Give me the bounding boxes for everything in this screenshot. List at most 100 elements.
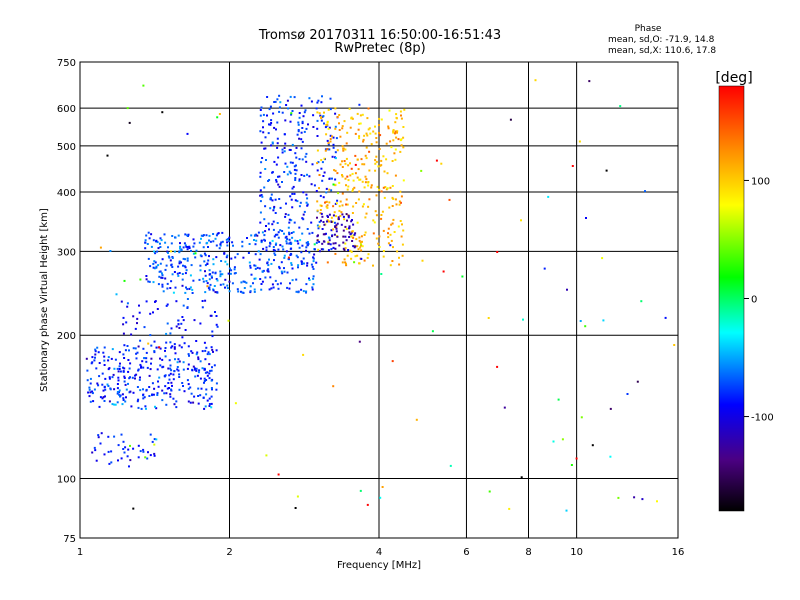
scatter-point <box>281 245 284 248</box>
scatter-point <box>289 161 292 164</box>
scatter-point <box>313 253 316 256</box>
scatter-point <box>351 172 354 175</box>
scatter-point <box>274 198 277 201</box>
scatter-point <box>112 373 115 376</box>
scatter-point <box>228 267 231 270</box>
scatter-point <box>174 352 177 355</box>
scatter-point <box>268 123 270 126</box>
scatter-point <box>354 154 357 157</box>
scatter-point <box>91 356 94 359</box>
scatter-point <box>165 341 168 344</box>
scatter-point <box>122 332 125 335</box>
scatter-point <box>173 403 176 406</box>
scatter-point <box>153 267 156 270</box>
scatter-point <box>268 179 271 181</box>
scatter-point <box>164 385 167 388</box>
scatter-point <box>291 161 294 164</box>
scatter-point <box>182 257 185 260</box>
scatter-point <box>191 288 194 291</box>
scatter-point <box>142 397 145 400</box>
scatter-point <box>183 342 186 345</box>
scatter-point <box>503 406 506 409</box>
scatter-point <box>99 396 102 399</box>
scatter-point <box>398 200 401 203</box>
scatter-point <box>260 283 263 285</box>
scatter-point <box>372 130 375 133</box>
scatter-point <box>327 249 330 252</box>
scatter-point <box>361 245 364 248</box>
scatter-point <box>375 141 378 144</box>
scatter-point <box>301 120 304 123</box>
scatter-point <box>356 112 359 115</box>
scatter-point <box>291 236 294 239</box>
scatter-point <box>137 345 140 348</box>
scatter-point <box>117 376 120 379</box>
scatter-point <box>365 132 368 135</box>
scatter-point <box>357 128 360 131</box>
scatter-point <box>177 369 180 372</box>
scatter-point <box>148 386 151 388</box>
scatter-point <box>164 277 167 280</box>
scatter-point <box>343 120 346 123</box>
scatter-point <box>103 400 106 402</box>
scatter-point <box>259 278 262 280</box>
scatter-point <box>86 379 89 382</box>
scatter-point <box>378 246 381 248</box>
scatter-point <box>219 273 222 276</box>
scatter-point <box>394 130 397 133</box>
scatter-point <box>293 165 296 168</box>
scatter-point <box>142 393 145 396</box>
scatter-point <box>378 235 381 238</box>
scatter-point <box>120 300 123 303</box>
scatter-point <box>343 160 346 162</box>
scatter-point <box>327 242 330 245</box>
scatter-point <box>320 248 323 251</box>
scatter-point <box>364 175 367 178</box>
scatter-point <box>232 244 234 247</box>
scatter-point <box>226 244 229 247</box>
scatter-point <box>171 235 174 237</box>
scatter-point <box>557 398 560 401</box>
scatter-point <box>169 372 172 375</box>
scatter-point <box>316 162 319 165</box>
scatter-point <box>274 249 277 252</box>
scatter-point <box>351 240 354 242</box>
scatter-point <box>300 288 303 291</box>
scatter-point <box>174 286 177 289</box>
scatter-point <box>336 199 339 202</box>
scatter-point <box>392 198 395 200</box>
scatter-point <box>352 223 355 226</box>
scatter-point <box>435 159 438 162</box>
scatter-point <box>153 350 156 352</box>
scatter-point <box>122 399 125 401</box>
scatter-point <box>311 163 314 166</box>
scatter-point <box>348 225 351 228</box>
scatter-point <box>636 380 639 383</box>
scatter-point <box>264 168 267 170</box>
scatter-point <box>116 383 119 385</box>
scatter-point <box>305 249 307 252</box>
scatter-point <box>298 112 301 114</box>
scatter-point <box>132 391 135 394</box>
scatter-point <box>135 373 138 376</box>
scatter-point <box>380 214 383 216</box>
scatter-point <box>110 357 113 360</box>
scatter-point <box>342 147 345 150</box>
scatter-point <box>248 243 251 245</box>
scatter-point <box>359 489 362 492</box>
scatter-point <box>318 187 320 190</box>
scatter-point <box>300 174 303 176</box>
scatter-point <box>330 229 333 232</box>
scatter-point <box>341 127 344 130</box>
scatter-point <box>368 198 371 201</box>
scatter-point <box>337 218 340 221</box>
scatter-point <box>283 133 286 136</box>
scatter-point <box>124 383 127 386</box>
scatter-point <box>227 238 229 241</box>
scatter-point <box>134 327 137 330</box>
scatter-point <box>226 254 229 257</box>
scatter-point <box>262 113 265 116</box>
scatter-point <box>183 242 186 245</box>
scatter-point <box>326 261 329 264</box>
scatter-point <box>170 242 173 245</box>
